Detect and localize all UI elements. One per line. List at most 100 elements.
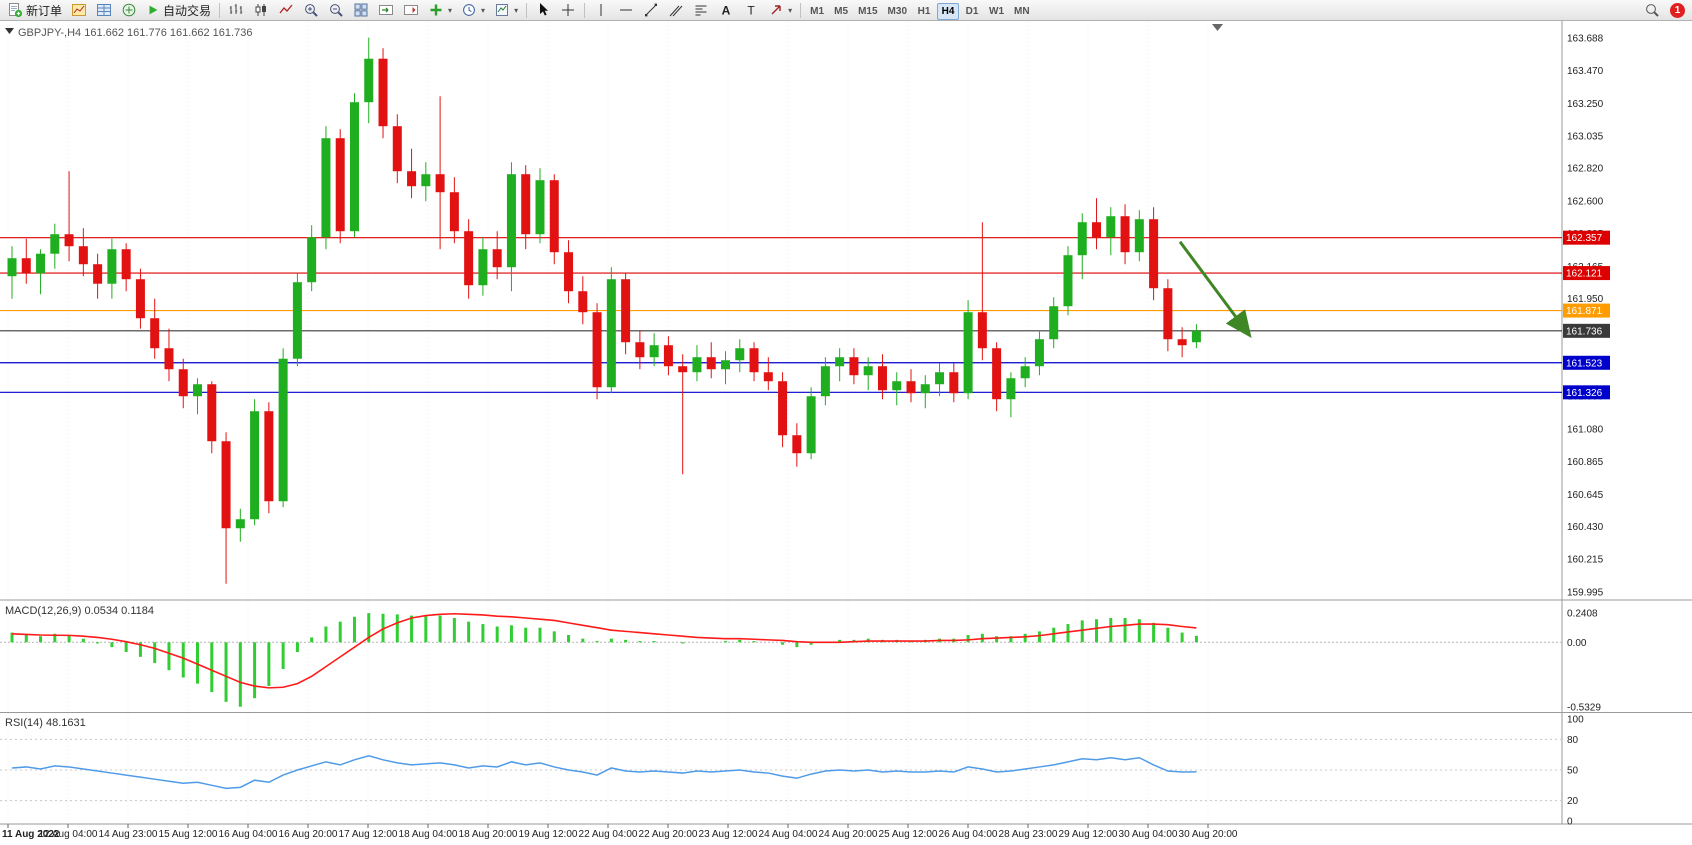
svg-text:12 Aug 04:00: 12 Aug 04:00 bbox=[39, 829, 98, 840]
timeframe-button-mn[interactable]: MN bbox=[1010, 3, 1034, 20]
price-badge-161.871 bbox=[1563, 303, 1610, 318]
svg-text:24 Aug 20:00: 24 Aug 20:00 bbox=[819, 829, 878, 840]
svg-text:T: T bbox=[747, 4, 755, 18]
timeframe-button-m1[interactable]: M1 bbox=[806, 3, 828, 20]
text-tool-button[interactable]: A bbox=[714, 1, 738, 20]
templates-icon bbox=[496, 4, 509, 16]
candlestick-icon bbox=[255, 4, 267, 16]
candlestick-mode-button[interactable] bbox=[249, 1, 273, 20]
svg-text:18 Aug 04:00: 18 Aug 04:00 bbox=[399, 829, 458, 840]
timeframe-button-m30[interactable]: M30 bbox=[884, 3, 911, 20]
trendline-tool-button[interactable] bbox=[639, 1, 663, 20]
price-badge-162.357 bbox=[1563, 230, 1610, 245]
price-badge-161.736 bbox=[1563, 323, 1610, 338]
market-watch-button[interactable] bbox=[92, 1, 116, 20]
macd-label: MACD(12,26,9) 0.0534 0.1184 bbox=[5, 605, 154, 617]
svg-text:26 Aug 04:00: 26 Aug 04:00 bbox=[939, 829, 998, 840]
toolbar: 新订单 自动交易 bbox=[0, 0, 1692, 21]
timeframe-button-h4[interactable]: H4 bbox=[937, 2, 959, 20]
search-button[interactable] bbox=[1640, 1, 1664, 20]
crosshair-icon bbox=[562, 4, 575, 16]
channel-tool-button[interactable] bbox=[664, 1, 688, 20]
auto-scroll-button[interactable] bbox=[374, 1, 398, 20]
svg-text:161.523: 161.523 bbox=[1566, 358, 1603, 369]
svg-text:161.080: 161.080 bbox=[1567, 425, 1604, 436]
svg-text:14 Aug 23:00: 14 Aug 23:00 bbox=[99, 829, 158, 840]
periods-button[interactable]: ▾ bbox=[457, 1, 489, 20]
svg-text:163.035: 163.035 bbox=[1567, 131, 1604, 142]
trend-arrow-annotation[interactable] bbox=[1178, 240, 1252, 339]
tile-windows-button[interactable] bbox=[349, 1, 373, 20]
label-tool-icon: T bbox=[747, 4, 755, 18]
charts-button[interactable] bbox=[67, 1, 91, 20]
label-tool-button[interactable]: T bbox=[739, 1, 763, 20]
svg-text:161.736: 161.736 bbox=[1566, 326, 1603, 337]
notification-badge[interactable]: 1 bbox=[1670, 2, 1685, 18]
svg-text:24 Aug 04:00: 24 Aug 04:00 bbox=[759, 829, 818, 840]
auto-scroll-icon bbox=[379, 5, 394, 15]
new-order-label: 新订单 bbox=[26, 3, 63, 18]
horizontal-line-tool-button[interactable] bbox=[614, 1, 638, 20]
svg-text:0.2408: 0.2408 bbox=[1567, 609, 1598, 620]
chart-title: GBPJPY-,H4 161.662 161.776 161.662 161.7… bbox=[18, 27, 252, 39]
svg-text:15 Aug 12:00: 15 Aug 12:00 bbox=[159, 829, 218, 840]
svg-text:163.470: 163.470 bbox=[1567, 66, 1604, 77]
svg-text:18 Aug 20:00: 18 Aug 20:00 bbox=[459, 829, 518, 840]
candlestick-series bbox=[7, 37, 1201, 584]
rsi-label: RSI(14) 48.1631 bbox=[5, 717, 86, 729]
autotrading-button[interactable]: 自动交易 bbox=[142, 1, 215, 20]
svg-text:160.645: 160.645 bbox=[1567, 490, 1604, 501]
zoom-in-button[interactable] bbox=[299, 1, 323, 20]
zoom-out-button[interactable] bbox=[324, 1, 348, 20]
price-badge-162.121 bbox=[1563, 266, 1610, 281]
line-chart-icon bbox=[279, 4, 293, 14]
crosshair-tool-button[interactable] bbox=[556, 1, 580, 20]
svg-text:30 Aug 04:00: 30 Aug 04:00 bbox=[1119, 829, 1178, 840]
timeframe-button-m15[interactable]: M15 bbox=[854, 3, 881, 20]
trendline-icon bbox=[645, 3, 658, 17]
chart-shift-marker[interactable] bbox=[1212, 24, 1223, 31]
svg-text:28 Aug 23:00: 28 Aug 23:00 bbox=[999, 829, 1058, 840]
vertical-line-tool-button[interactable] bbox=[589, 1, 613, 20]
svg-text:162.357: 162.357 bbox=[1566, 233, 1603, 244]
arrows-tool-button[interactable]: ▾ bbox=[764, 1, 796, 20]
price-axis[interactable]: 163.688 163.470 163.250 163.035 162.820 162.6… bbox=[1567, 34, 1604, 828]
toolbar-separator bbox=[526, 2, 528, 18]
timeframe-button-d1[interactable]: D1 bbox=[961, 3, 983, 20]
bar-chart-mode-button[interactable] bbox=[224, 1, 248, 20]
tile-windows-icon bbox=[354, 3, 368, 17]
svg-text:50: 50 bbox=[1567, 766, 1579, 777]
fibonacci-tool-button[interactable] bbox=[689, 1, 713, 20]
cursor-tool-button[interactable] bbox=[531, 1, 555, 20]
indicators-dropdown-caret: ▾ bbox=[448, 5, 453, 15]
arrows-dropdown-caret: ▾ bbox=[788, 5, 793, 15]
svg-text:20: 20 bbox=[1567, 796, 1579, 807]
vertical-line-icon bbox=[600, 4, 602, 16]
macd-panel bbox=[0, 612, 1562, 707]
timeframe-button-m5[interactable]: M5 bbox=[830, 3, 852, 20]
svg-text:25 Aug 12:00: 25 Aug 12:00 bbox=[879, 829, 938, 840]
periods-dropdown-caret: ▾ bbox=[481, 5, 486, 15]
cursor-icon bbox=[540, 3, 549, 16]
svg-text:162.600: 162.600 bbox=[1567, 197, 1604, 208]
timeframe-button-w1[interactable]: W1 bbox=[985, 3, 1008, 20]
svg-text:23 Aug 12:00: 23 Aug 12:00 bbox=[699, 829, 758, 840]
indicators-button[interactable]: ▾ bbox=[424, 1, 456, 20]
timeframe-button-h1[interactable]: H1 bbox=[913, 3, 935, 20]
one-click-trading-toggle[interactable] bbox=[5, 28, 14, 34]
templates-button[interactable]: ▾ bbox=[490, 1, 522, 20]
new-order-button[interactable]: 新订单 bbox=[3, 1, 66, 20]
navigator-button[interactable] bbox=[117, 1, 141, 20]
toolbar-right-group: 1 bbox=[1640, 1, 1689, 20]
toolbar-separator bbox=[219, 2, 221, 18]
zoom-out-icon bbox=[330, 4, 343, 17]
price-badge-161.326 bbox=[1563, 385, 1610, 400]
line-chart-mode-button[interactable] bbox=[274, 1, 298, 20]
svg-text:163.250: 163.250 bbox=[1567, 99, 1604, 110]
chart-area[interactable]: 163.688 163.470 163.250 163.035 162.820 162.6… bbox=[0, 21, 1692, 845]
chart-shift-button[interactable] bbox=[399, 1, 423, 20]
indicators-plus-icon bbox=[430, 4, 442, 16]
svg-text:160.865: 160.865 bbox=[1567, 457, 1604, 468]
templates-dropdown-caret: ▾ bbox=[514, 5, 519, 15]
